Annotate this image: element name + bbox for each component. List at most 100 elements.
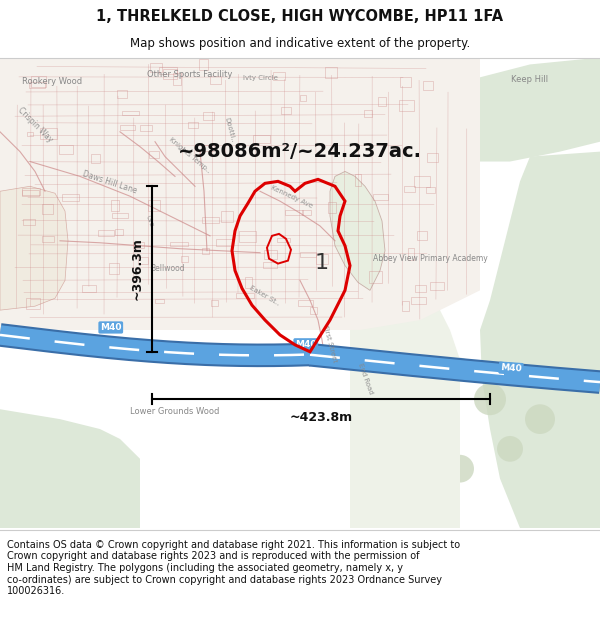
Bar [23,219,35,224]
Bar [202,217,218,223]
Text: Map shows position and indicative extent of the property.: Map shows position and indicative extent… [130,37,470,49]
Bar [404,186,415,192]
Bar [426,187,436,194]
Bar [328,202,336,213]
Bar [253,134,271,143]
Bar [122,111,139,115]
Bar [211,299,218,306]
Text: Rookery Wood: Rookery Wood [22,78,82,86]
Text: Abbey View Primary Academy: Abbey View Primary Academy [373,254,487,262]
Bar [202,248,209,254]
Text: ~423.8m: ~423.8m [289,411,353,424]
Bar [416,231,427,240]
Bar [31,76,46,87]
Bar [400,78,410,88]
Bar [188,122,198,128]
Bar [310,307,317,314]
Circle shape [497,436,523,462]
Polygon shape [0,58,480,330]
Bar [408,248,414,260]
Text: Contains OS data © Crown copyright and database right 2021. This information is : Contains OS data © Crown copyright and d… [7,540,460,596]
Bar [325,67,337,78]
Bar [149,151,158,158]
Bar [91,154,100,163]
Circle shape [446,455,474,482]
Bar [415,284,427,292]
Bar [120,124,136,130]
Bar [272,72,285,80]
Bar [236,292,254,298]
Polygon shape [330,171,385,291]
Text: Bellwood: Bellwood [151,264,185,272]
Bar [196,145,214,151]
Polygon shape [350,300,460,528]
Bar [59,145,73,154]
Bar [221,211,233,222]
Text: Eaker St..: Eaker St.. [249,284,281,306]
Bar [155,299,164,303]
Circle shape [448,357,472,381]
Text: M40: M40 [295,340,317,349]
Bar [210,76,221,84]
Bar [43,204,53,214]
Polygon shape [0,409,140,528]
Text: Dootti..: Dootti.. [224,116,236,142]
Circle shape [422,411,458,447]
Bar [199,59,208,70]
Bar [316,254,328,264]
Bar [298,300,313,306]
Bar [43,236,54,242]
Bar [170,242,188,246]
Bar [245,278,252,288]
Bar [112,213,128,218]
Bar [163,69,177,79]
Text: Gro..: Gro.. [145,214,155,232]
Bar [148,200,160,211]
Bar [138,258,148,264]
Bar [159,67,177,74]
Bar [423,81,433,90]
Bar [302,210,311,214]
Bar [277,238,290,242]
Bar [263,262,277,268]
Text: Lower Grounds Wood: Lower Grounds Wood [130,407,220,416]
Bar [117,90,127,98]
Text: M40: M40 [100,323,121,332]
Bar [239,231,256,242]
Bar [173,73,181,85]
Bar [364,110,372,118]
Polygon shape [0,186,68,310]
Text: Daws Hill Lane: Daws Hill Lane [82,169,139,195]
Bar [133,242,144,248]
Bar [400,100,414,111]
Text: Ivty Circle: Ivty Circle [242,75,277,81]
Bar [355,174,361,186]
Bar [300,94,306,101]
Bar [264,250,277,259]
Polygon shape [480,152,600,528]
Bar [26,298,40,309]
Bar [414,176,430,187]
Text: 1: 1 [315,253,329,272]
Bar [427,153,437,162]
Bar [62,194,79,201]
Polygon shape [390,58,600,161]
Bar [40,128,58,139]
Text: First Street: First Street [322,324,338,362]
Bar [22,188,40,195]
Bar [150,63,163,72]
Bar [368,271,382,282]
Bar [378,97,386,106]
Bar [98,230,114,236]
Text: Knights Temp..: Knights Temp.. [169,137,212,174]
Text: Kennedy Ave: Kennedy Ave [270,184,314,209]
Text: ~396.3m: ~396.3m [131,238,144,301]
Text: Other Sports Facility: Other Sports Facility [148,71,233,79]
Bar [115,229,122,235]
Bar [411,296,425,304]
Bar [29,81,45,88]
Circle shape [525,404,555,434]
Bar [27,132,33,136]
Bar [286,210,303,215]
Text: 1, THRELKELD CLOSE, HIGH WYCOMBE, HP11 1FA: 1, THRELKELD CLOSE, HIGH WYCOMBE, HP11 1… [97,9,503,24]
